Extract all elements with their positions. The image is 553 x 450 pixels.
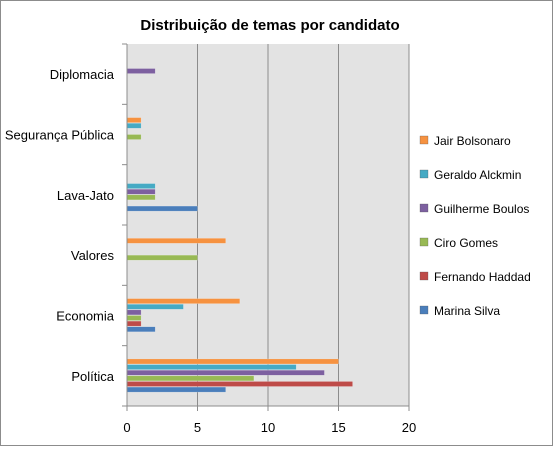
x-tick-label: 0	[123, 420, 130, 435]
bar-economia-jair-bolsonaro	[126, 298, 241, 304]
bar-pol-tica-jair-bolsonaro	[126, 358, 339, 365]
bar-lava-jato-ciro-gomes	[126, 194, 156, 201]
bar-lava-jato-marina-silva	[126, 205, 198, 212]
x-axis-tick-labels: 0 5 10 15 20	[123, 420, 416, 435]
legend-label: Marina Silva	[434, 304, 500, 318]
bar-seguran-a-p-blica-ciro-gomes	[126, 134, 142, 140]
bar-seguran-a-p-blica-geraldo-alckmin	[126, 122, 142, 129]
gridlines	[197, 44, 410, 406]
bar-diplomacia-guilherme-boulos	[126, 68, 156, 74]
bar-lava-jato-geraldo-alckmin	[126, 183, 156, 189]
bar-pol-tica-guilherme-boulos	[126, 369, 325, 376]
legend-swatch	[419, 203, 429, 213]
bar-economia-geraldo-alckmin	[126, 303, 184, 310]
legend-swatch	[419, 169, 429, 179]
bar-pol-tica-marina-silva	[126, 386, 226, 393]
legend-label: Ciro Gomes	[434, 236, 498, 250]
bar-lava-jato-guilherme-boulos	[126, 188, 156, 195]
bar-pol-tica-fernando-haddad	[126, 381, 353, 387]
legend-swatch	[419, 135, 429, 145]
y-axis-category-labels: Política Economia Valores Lava-Jato Seguranç…	[5, 67, 115, 384]
x-tick-label: 5	[194, 420, 201, 435]
legend-swatch	[419, 305, 429, 315]
axes	[122, 43, 410, 411]
bar-seguran-a-p-blica-jair-bolsonaro	[126, 117, 142, 123]
bar-economia-guilherme-boulos	[126, 309, 142, 316]
legend-label: Fernando Haddad	[434, 270, 531, 284]
bar-pol-tica-ciro-gomes	[126, 375, 255, 382]
bar-economia-marina-silva	[126, 326, 156, 333]
bar-economia-ciro-gomes	[126, 315, 142, 321]
x-tick-label: 10	[261, 420, 275, 435]
y-category-label: Economia	[56, 309, 115, 324]
y-category-label: Diplomacia	[50, 67, 115, 82]
bar-valores-ciro-gomes	[126, 254, 198, 261]
y-category-label: Política	[71, 369, 114, 384]
chart-title: Distribuição de temas por candidato	[140, 17, 399, 34]
legend-label: Geraldo Alckmin	[434, 168, 521, 182]
bar-economia-fernando-haddad	[126, 320, 142, 327]
y-category-label: Lava-Jato	[57, 188, 114, 203]
legend-swatch	[419, 271, 429, 281]
x-tick-label: 15	[331, 420, 345, 435]
bar-pol-tica-geraldo-alckmin	[126, 364, 297, 370]
bar-valores-jair-bolsonaro	[126, 238, 226, 244]
y-category-label: Valores	[71, 248, 115, 263]
legend-label: Jair Bolsonaro	[434, 134, 511, 148]
y-category-label: Segurança Pública	[5, 128, 115, 143]
legend-swatch	[419, 237, 429, 247]
x-tick-label: 20	[402, 420, 416, 435]
legend: Jair Bolsonaro Geraldo Alckmin Guilherme B…	[419, 134, 531, 318]
legend-label: Guilherme Boulos	[434, 202, 529, 216]
